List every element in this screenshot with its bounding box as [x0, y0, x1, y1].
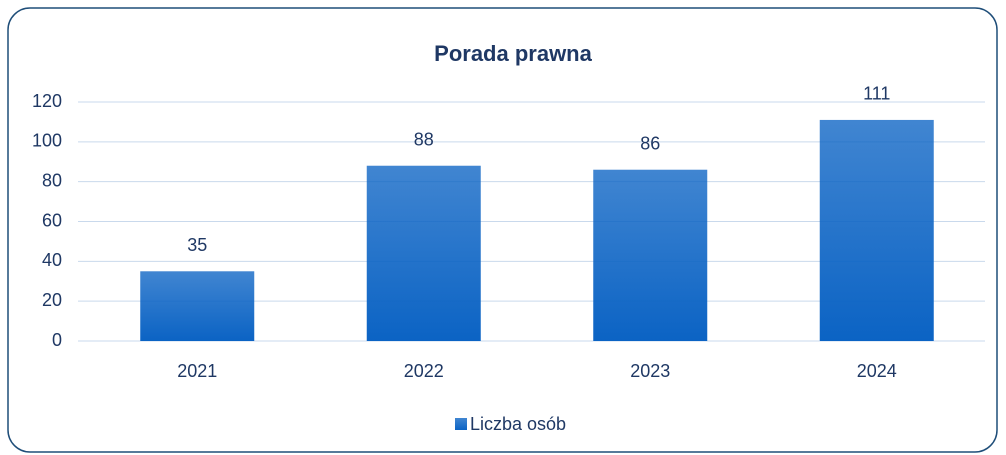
bar: [366, 165, 481, 341]
y-tick-label: 60: [42, 210, 62, 230]
data-label: 86: [640, 133, 660, 153]
data-label: 111: [863, 84, 890, 104]
y-tick-label: 80: [42, 170, 62, 190]
y-tick-label: 120: [32, 91, 62, 111]
legend-swatch: [455, 418, 467, 430]
y-tick-label: 100: [32, 131, 62, 151]
bar: [140, 271, 255, 341]
y-tick-label: 20: [42, 290, 62, 310]
x-tick-label: 2024: [857, 361, 897, 381]
x-tick-label: 2023: [630, 361, 670, 381]
y-tick-label: 0: [52, 330, 62, 350]
y-tick-label: 40: [42, 250, 62, 270]
x-tick-label: 2022: [404, 361, 444, 381]
data-label: 88: [414, 129, 434, 149]
bar: [593, 169, 708, 341]
data-label: 35: [187, 235, 207, 255]
chart-title: Porada prawna: [434, 41, 592, 66]
bar: [819, 119, 934, 341]
x-tick-label: 2021: [177, 361, 217, 381]
legend-label: Liczba osób: [470, 414, 566, 434]
